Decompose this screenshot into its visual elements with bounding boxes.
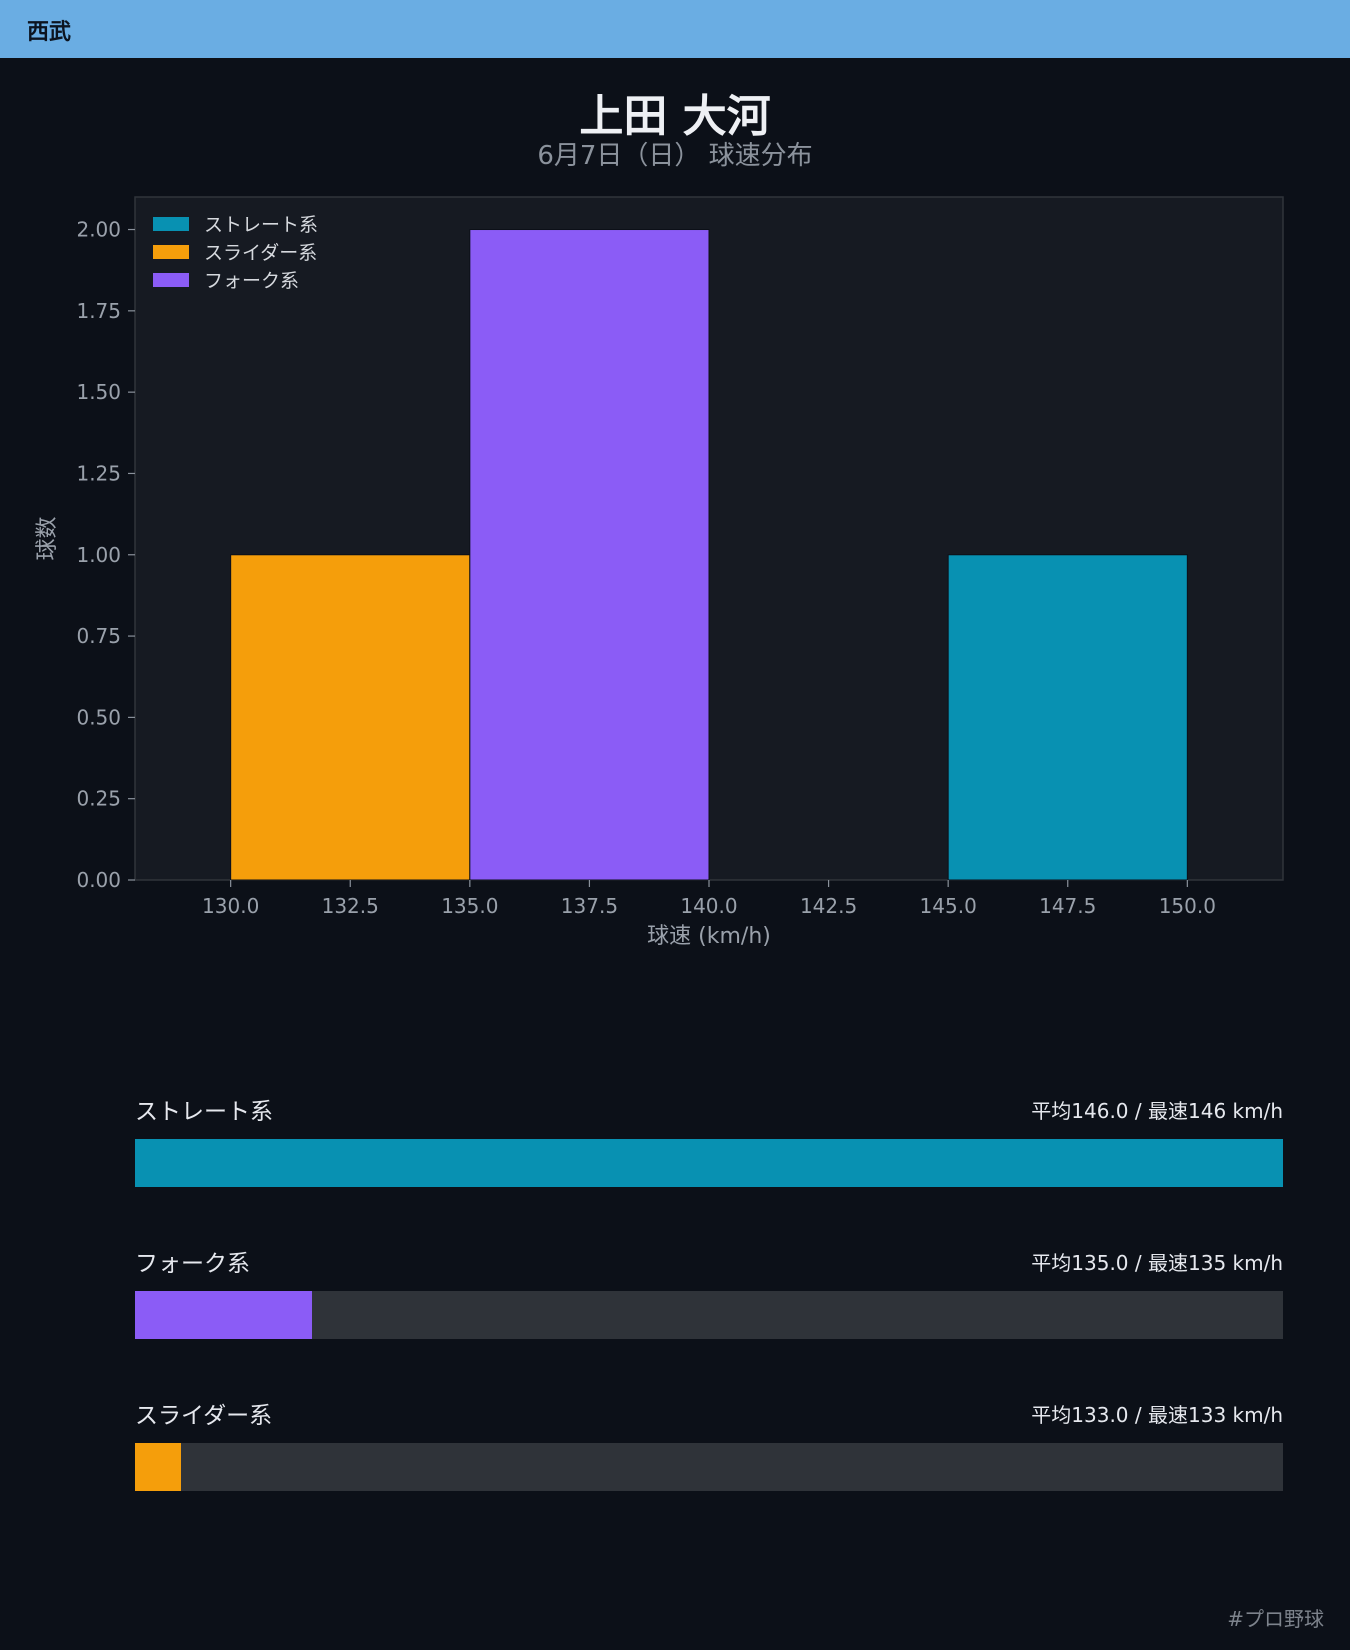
y-tick-label: 0.75 — [76, 624, 121, 648]
x-tick-label: 132.5 — [322, 894, 379, 918]
stat-value-fork: 平均135.0 / 最速135 km/h — [1031, 1251, 1283, 1275]
y-tick-label: 1.75 — [76, 299, 121, 323]
pitcher-name: 上田 大河 — [579, 91, 771, 142]
legend-label-2: フォーク系 — [204, 270, 299, 292]
x-tick-label: 137.5 — [561, 894, 618, 918]
bar-0-0 — [947, 554, 1188, 881]
x-tick-label: 140.0 — [680, 894, 737, 918]
legend-swatch-1 — [153, 245, 189, 259]
stat-label-straight: ストレート系 — [135, 1099, 273, 1125]
x-tick-label: 145.0 — [920, 894, 977, 918]
x-tick-label: 135.0 — [441, 894, 498, 918]
chart-subtitle: 6月7日（日） 球速分布 — [537, 141, 813, 171]
stat-label-fork: フォーク系 — [135, 1251, 250, 1277]
hashtag: #プロ野球 — [1227, 1607, 1324, 1631]
stat-value-slider: 平均133.0 / 最速133 km/h — [1031, 1403, 1283, 1427]
x-tick-label: 150.0 — [1159, 894, 1216, 918]
y-axis-label: 球数 — [35, 516, 60, 560]
x-tick-label: 147.5 — [1039, 894, 1096, 918]
stat-bar-slider — [135, 1443, 1283, 1491]
y-tick-label: 0.50 — [76, 705, 121, 729]
y-tick-label: 1.25 — [76, 461, 121, 485]
x-tick-label: 130.0 — [202, 894, 259, 918]
stat-bar-fork — [135, 1291, 1283, 1339]
legend-swatch-0 — [153, 217, 189, 231]
y-tick-label: 0.00 — [76, 868, 121, 892]
stat-fill-slider — [135, 1443, 181, 1491]
x-axis-label: 球速 (km/h) — [647, 924, 771, 949]
team-name: 西武 — [27, 20, 72, 45]
stat-label-slider: スライダー系 — [135, 1403, 273, 1429]
legend-swatch-2 — [153, 273, 189, 287]
legend-label-1: スライダー系 — [204, 242, 317, 264]
x-tick-label: 142.5 — [800, 894, 857, 918]
y-tick-label: 2.00 — [76, 218, 121, 242]
stat-bar-straight — [135, 1139, 1283, 1187]
bar-2-0 — [469, 229, 710, 881]
stat-fill-straight — [135, 1139, 1283, 1187]
stat-value-straight: 平均146.0 / 最速146 km/h — [1031, 1099, 1283, 1123]
y-tick-label: 1.00 — [76, 543, 121, 567]
y-tick-label: 0.25 — [76, 787, 121, 811]
y-tick-label: 1.50 — [76, 380, 121, 404]
velocity-histogram: 130.0 132.5 135.0 137.5 140.0 142.5 145.0 147.5… — [35, 196, 1284, 949]
stat-fill-fork — [135, 1291, 312, 1339]
header-bar: 西武 — [0, 0, 1350, 58]
legend-label-0: ストレート系 — [204, 214, 318, 236]
bar-1-0 — [230, 554, 471, 881]
